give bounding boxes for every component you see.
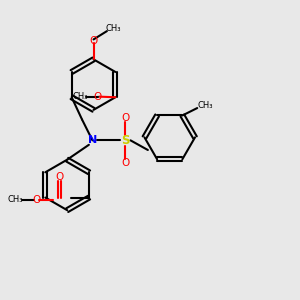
Text: O: O bbox=[32, 195, 40, 205]
Text: N: N bbox=[88, 135, 97, 145]
Text: O: O bbox=[55, 172, 64, 182]
Text: O: O bbox=[121, 158, 129, 168]
Text: O: O bbox=[93, 92, 102, 102]
Text: S: S bbox=[121, 134, 129, 147]
Text: CH₃: CH₃ bbox=[198, 101, 213, 110]
Text: CH₃: CH₃ bbox=[106, 24, 122, 33]
Text: O: O bbox=[121, 113, 129, 123]
Text: O: O bbox=[89, 36, 98, 46]
Text: CH₃: CH₃ bbox=[73, 92, 88, 101]
Text: CH₃: CH₃ bbox=[7, 195, 22, 204]
